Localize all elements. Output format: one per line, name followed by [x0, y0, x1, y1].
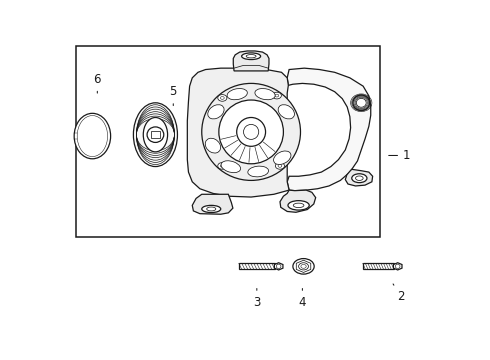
- Ellipse shape: [74, 113, 111, 159]
- Polygon shape: [280, 190, 316, 212]
- Ellipse shape: [288, 201, 309, 210]
- Polygon shape: [192, 194, 233, 214]
- Bar: [151, 131, 160, 138]
- Polygon shape: [274, 263, 283, 270]
- Ellipse shape: [237, 117, 266, 146]
- Polygon shape: [233, 51, 269, 71]
- Ellipse shape: [278, 165, 282, 167]
- Bar: [239, 263, 275, 269]
- Ellipse shape: [272, 92, 281, 99]
- Ellipse shape: [219, 100, 283, 164]
- Ellipse shape: [218, 95, 227, 101]
- Ellipse shape: [352, 174, 367, 183]
- Polygon shape: [187, 68, 289, 197]
- Ellipse shape: [208, 105, 224, 119]
- Ellipse shape: [220, 165, 224, 167]
- Ellipse shape: [246, 55, 256, 58]
- Bar: [76, 46, 380, 237]
- Ellipse shape: [255, 89, 275, 100]
- Ellipse shape: [301, 264, 306, 268]
- Ellipse shape: [275, 94, 279, 97]
- Ellipse shape: [248, 166, 269, 177]
- Ellipse shape: [276, 264, 281, 269]
- Polygon shape: [287, 68, 371, 191]
- Ellipse shape: [143, 117, 168, 152]
- Polygon shape: [393, 263, 402, 270]
- Ellipse shape: [207, 207, 216, 211]
- Ellipse shape: [218, 163, 227, 169]
- Ellipse shape: [273, 151, 291, 165]
- Text: 6: 6: [94, 73, 101, 93]
- Ellipse shape: [133, 103, 177, 167]
- Text: 1: 1: [389, 149, 411, 162]
- Text: 2: 2: [393, 284, 405, 303]
- Ellipse shape: [202, 205, 220, 212]
- Ellipse shape: [356, 176, 363, 180]
- Ellipse shape: [395, 264, 400, 269]
- Ellipse shape: [147, 127, 164, 143]
- Ellipse shape: [220, 96, 224, 99]
- Ellipse shape: [227, 89, 247, 100]
- Ellipse shape: [278, 105, 294, 119]
- Ellipse shape: [356, 98, 366, 107]
- Ellipse shape: [221, 161, 241, 173]
- Ellipse shape: [244, 125, 259, 139]
- Ellipse shape: [293, 258, 314, 274]
- Text: 3: 3: [253, 288, 261, 309]
- Ellipse shape: [202, 84, 300, 180]
- Ellipse shape: [353, 95, 369, 111]
- Polygon shape: [345, 169, 372, 186]
- Ellipse shape: [298, 263, 309, 270]
- Ellipse shape: [205, 138, 221, 153]
- Text: 4: 4: [298, 288, 306, 309]
- Polygon shape: [296, 260, 311, 273]
- Bar: [363, 263, 394, 269]
- Ellipse shape: [294, 203, 304, 208]
- Text: 5: 5: [170, 85, 177, 105]
- Ellipse shape: [275, 163, 285, 169]
- Ellipse shape: [242, 53, 261, 59]
